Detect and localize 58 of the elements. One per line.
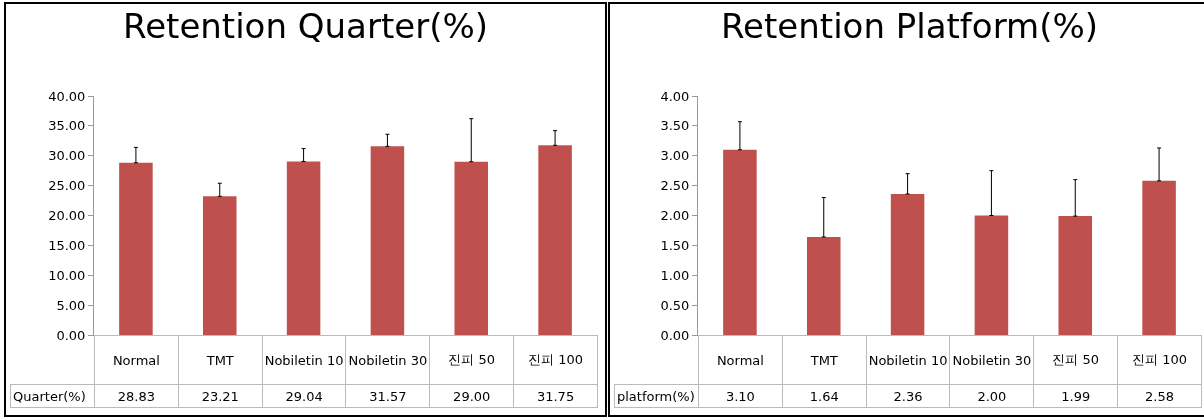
bar (974, 215, 1009, 335)
y-tick-label: 1.00 (660, 267, 690, 283)
y-tick-label: 4.00 (660, 88, 690, 104)
x-tick-label: Nobiletin 30 (949, 335, 1034, 385)
x-tick-label: Normal (698, 335, 783, 385)
y-tick-label: 3.00 (660, 148, 690, 164)
bar (806, 237, 841, 335)
x-tick-label: Normal (94, 335, 179, 385)
data-label: 31.57 (345, 384, 430, 408)
data-label: 28.83 (94, 384, 179, 408)
bar (454, 161, 489, 335)
bar (1058, 216, 1093, 335)
x-tick-label: 진피 50 (429, 335, 514, 385)
y-tick-label: 2.00 (660, 208, 690, 224)
y-tick-label: 0.00 (660, 327, 690, 343)
x-tick-label: TMT (782, 335, 867, 385)
data-label: 23.21 (178, 384, 263, 408)
y-tick-label: 10.00 (48, 267, 86, 283)
data-label: 29.04 (262, 384, 346, 408)
y-tick-label: 40.00 (48, 88, 86, 104)
data-label: 3.10 (698, 384, 783, 408)
data-label: 2.58 (1117, 384, 1202, 408)
data-label: 31.75 (513, 384, 598, 408)
x-tick-label: 진피 100 (1117, 335, 1202, 385)
y-tick-label: 3.50 (660, 118, 690, 134)
x-tick-label: Nobiletin 10 (262, 335, 346, 385)
bar (890, 193, 925, 335)
data-label: 2.00 (949, 384, 1034, 408)
data-label: 2.36 (866, 384, 950, 408)
y-tick-label: 20.00 (48, 208, 86, 224)
y-tick-label: 35.00 (48, 118, 86, 134)
y-tick-label: 2.50 (660, 178, 690, 194)
y-tick-label: 1.50 (660, 237, 690, 253)
x-tick-label: 진피 50 (1033, 335, 1118, 385)
bar (370, 146, 405, 335)
x-tick-label: 진피 100 (513, 335, 598, 385)
y-tick-label: 30.00 (48, 148, 86, 164)
y-tick-label: 15.00 (48, 237, 86, 253)
bar (1142, 180, 1176, 335)
bar (723, 149, 757, 335)
x-tick-label: Nobiletin 10 (866, 335, 950, 385)
bar (286, 161, 321, 335)
chart-title: Retention Platform(%) (721, 6, 1098, 47)
y-tick-label: 0.50 (660, 297, 690, 313)
y-tick-label: 5.00 (56, 297, 86, 313)
data-label: 1.99 (1033, 384, 1118, 408)
data-label: 29.00 (429, 384, 514, 408)
text: Quarter(%) (10, 384, 95, 408)
y-tick-label: 0.00 (56, 327, 86, 343)
chart-title: Retention Quarter(%) (123, 6, 488, 47)
data-label: 1.64 (782, 384, 867, 408)
bar (202, 196, 237, 335)
x-tick-label: Nobiletin 30 (345, 335, 430, 385)
bar (538, 145, 572, 335)
text: platform(%) (614, 384, 699, 408)
y-tick-label: 25.00 (48, 178, 86, 194)
x-tick-label: TMT (178, 335, 263, 385)
bar (119, 162, 153, 335)
